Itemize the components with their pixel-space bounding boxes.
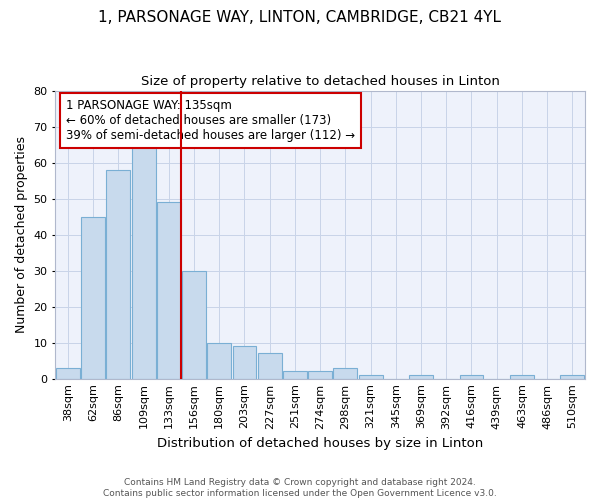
Text: Contains HM Land Registry data © Crown copyright and database right 2024.
Contai: Contains HM Land Registry data © Crown c… [103, 478, 497, 498]
Text: 1 PARSONAGE WAY: 135sqm
← 60% of detached houses are smaller (173)
39% of semi-d: 1 PARSONAGE WAY: 135sqm ← 60% of detache… [66, 99, 355, 142]
Bar [510, 375, 534, 378]
Bar [359, 375, 383, 378]
Title: Size of property relative to detached houses in Linton: Size of property relative to detached ho… [141, 75, 500, 88]
Bar [157, 202, 181, 378]
Bar [460, 375, 484, 378]
Bar [207, 342, 231, 378]
Bar [560, 375, 584, 378]
Bar [308, 372, 332, 378]
Bar [233, 346, 256, 378]
Bar [409, 375, 433, 378]
Bar [56, 368, 80, 378]
Bar [258, 354, 281, 378]
Bar [182, 270, 206, 378]
Y-axis label: Number of detached properties: Number of detached properties [15, 136, 28, 333]
Bar [106, 170, 130, 378]
X-axis label: Distribution of detached houses by size in Linton: Distribution of detached houses by size … [157, 437, 483, 450]
Bar [131, 141, 155, 378]
Bar [81, 216, 105, 378]
Text: 1, PARSONAGE WAY, LINTON, CAMBRIDGE, CB21 4YL: 1, PARSONAGE WAY, LINTON, CAMBRIDGE, CB2… [98, 10, 502, 25]
Bar [283, 372, 307, 378]
Bar [334, 368, 358, 378]
